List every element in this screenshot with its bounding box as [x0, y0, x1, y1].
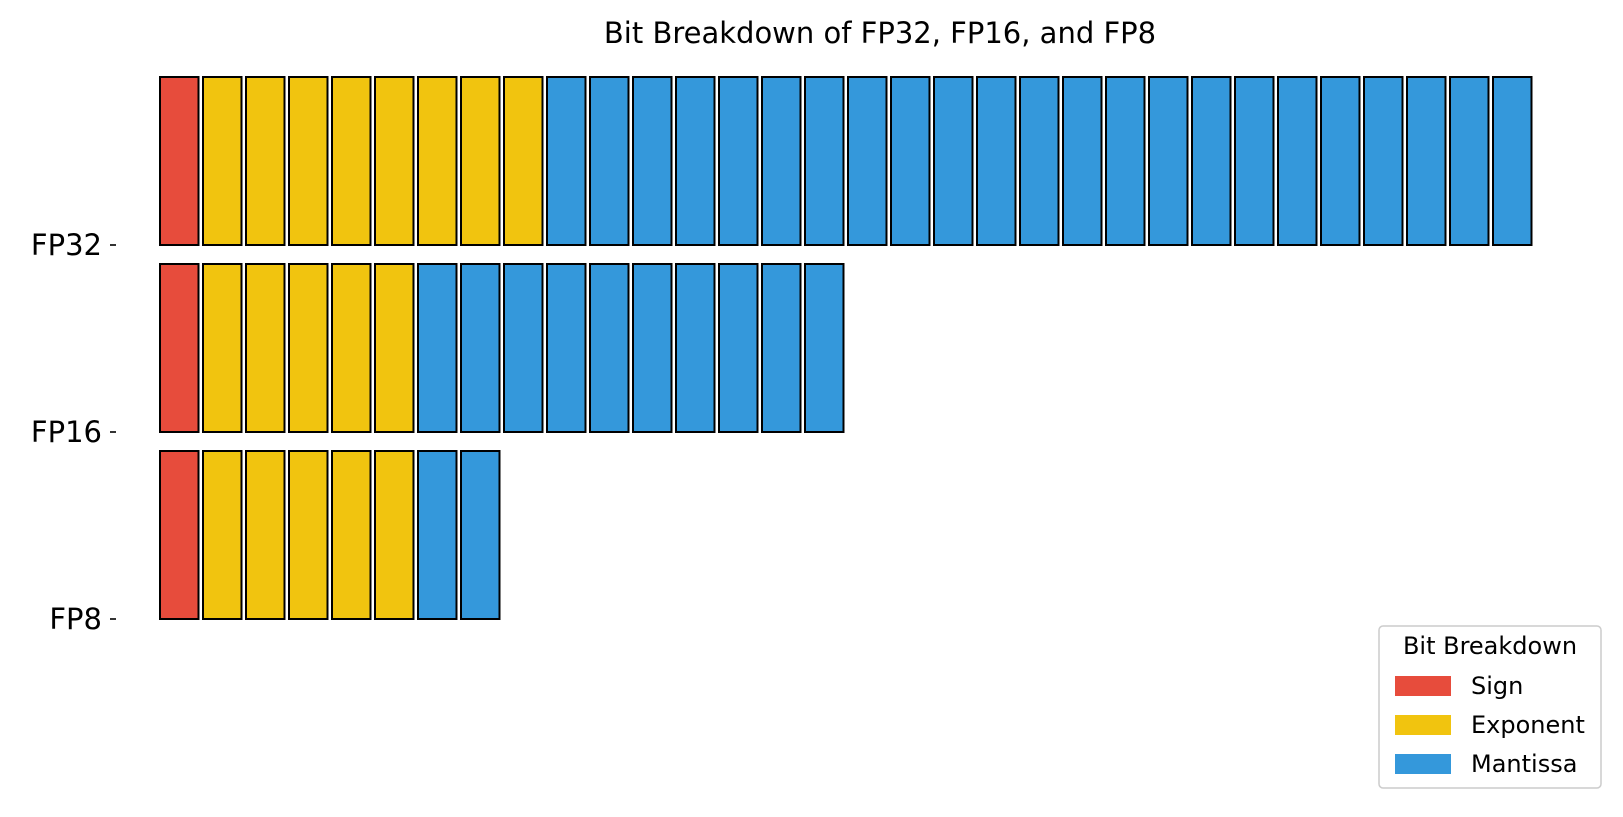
legend-title: Bit Breakdown — [1403, 632, 1577, 660]
legend-items: Sign Exponent Mantissa — [1395, 672, 1585, 778]
fp32-mantissa-bit — [718, 76, 759, 246]
fp32-mantissa-bit — [976, 76, 1017, 246]
fp32-exponent-bit — [245, 76, 286, 246]
fp32-mantissa-bit — [1492, 76, 1533, 246]
fp32-mantissa-bit — [589, 76, 630, 246]
legend-label-sign: Sign — [1471, 672, 1523, 700]
fp32-mantissa-bit — [1105, 76, 1146, 246]
fp32-exponent-bit — [374, 76, 415, 246]
fp32-mantissa-bit — [1320, 76, 1361, 246]
fp16-mantissa-bit — [675, 263, 716, 433]
fp16-mantissa-bit — [632, 263, 673, 433]
fp8-exponent-bit — [331, 450, 372, 620]
fp32-exponent-bit — [460, 76, 501, 246]
fp8-mantissa-bit — [460, 450, 501, 620]
fp32-mantissa-bit — [1148, 76, 1189, 246]
fp32-mantissa-bit — [546, 76, 587, 246]
fp16-mantissa-bit — [589, 263, 630, 433]
fp8-sign-bit — [159, 450, 200, 620]
legend-swatch-mantissa — [1395, 754, 1451, 774]
fp8-mantissa-bit — [417, 450, 458, 620]
fp8-exponent-bit — [288, 450, 329, 620]
fp32-mantissa-bit — [1449, 76, 1490, 246]
fp16-exponent-bit — [331, 263, 372, 433]
fp32-mantissa-bit — [632, 76, 673, 246]
legend-label-exponent: Exponent — [1471, 711, 1585, 739]
fp32-mantissa-bit — [1019, 76, 1060, 246]
fp16-mantissa-bit — [417, 263, 458, 433]
legend-label-mantissa: Mantissa — [1471, 750, 1577, 778]
y-tick-label: FP8 — [49, 602, 102, 636]
fp16-exponent-bit — [374, 263, 415, 433]
fp32-mantissa-bit — [1406, 76, 1447, 246]
fp32-exponent-bit — [288, 76, 329, 246]
chart-title: Bit Breakdown of FP32, FP16, and FP8 — [604, 16, 1156, 50]
y-axis: FP32 FP16 FP8 — [31, 228, 116, 636]
legend: Bit Breakdown Sign Exponent Mantissa — [1378, 625, 1602, 789]
bits-layer — [159, 76, 1533, 620]
fp32-mantissa-bit — [933, 76, 974, 246]
fp32-exponent-bit — [503, 76, 544, 246]
legend-swatch-exponent — [1395, 715, 1451, 735]
fp32-mantissa-bit — [847, 76, 888, 246]
legend-frame — [1378, 625, 1602, 789]
fp16-mantissa-bit — [503, 263, 544, 433]
legend-swatch-sign — [1395, 676, 1451, 696]
fp16-exponent-bit — [202, 263, 243, 433]
fp16-mantissa-bit — [460, 263, 501, 433]
fp32-mantissa-bit — [761, 76, 802, 246]
fp16-mantissa-bit — [761, 263, 802, 433]
fp16-sign-bit — [159, 263, 200, 433]
fp8-exponent-bit — [202, 450, 243, 620]
fp32-exponent-bit — [417, 76, 458, 246]
fp16-mantissa-bit — [718, 263, 759, 433]
fp16-mantissa-bit — [804, 263, 845, 433]
fp32-mantissa-bit — [890, 76, 931, 246]
fp8-exponent-bit — [374, 450, 415, 620]
fp32-mantissa-bit — [804, 76, 845, 246]
fp8-exponent-bit — [245, 450, 286, 620]
fp32-sign-bit — [159, 76, 200, 246]
fp32-exponent-bit — [202, 76, 243, 246]
fp32-mantissa-bit — [1234, 76, 1275, 246]
fp32-mantissa-bit — [1062, 76, 1103, 246]
fp32-mantissa-bit — [1363, 76, 1404, 246]
fp16-exponent-bit — [288, 263, 329, 433]
fp32-exponent-bit — [331, 76, 372, 246]
y-tick-label: FP16 — [31, 415, 102, 449]
fp16-exponent-bit — [245, 263, 286, 433]
fp32-mantissa-bit — [1191, 76, 1232, 246]
y-tick-label: FP32 — [31, 228, 102, 262]
fp32-mantissa-bit — [675, 76, 716, 246]
fp32-mantissa-bit — [1277, 76, 1318, 246]
fp16-mantissa-bit — [546, 263, 587, 433]
